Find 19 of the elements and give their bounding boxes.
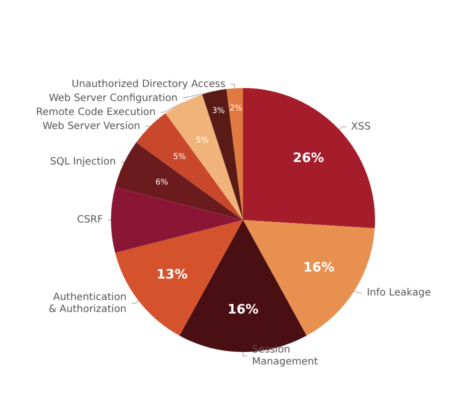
slice-label: CSRF — [76, 214, 104, 226]
slice-label: SQL Injection — [50, 156, 116, 168]
data-label: 26% — [292, 151, 324, 166]
slice-label: Info Leakage — [366, 287, 431, 298]
data-label: 6% — [155, 177, 169, 186]
data-label: 3% — [212, 106, 226, 115]
slice-label: Web Server Version — [42, 120, 140, 132]
data-label: 16% — [303, 260, 334, 276]
data-label: 16% — [227, 302, 259, 318]
data-label: 5% — [173, 152, 186, 162]
slice-label: Web Server Configuration — [48, 92, 178, 104]
slice-label: Authentication & Authorization — [48, 292, 127, 315]
slice-label: Unauthorized Directory Access — [72, 78, 226, 90]
data-label: 13% — [156, 268, 188, 283]
data-label: 2% — [230, 104, 243, 113]
slice-label: Session Management — [252, 344, 318, 368]
data-label: 5% — [196, 136, 209, 145]
slice-label: Remote Code Execution — [36, 106, 156, 118]
slice-label: XSS — [351, 121, 371, 132]
